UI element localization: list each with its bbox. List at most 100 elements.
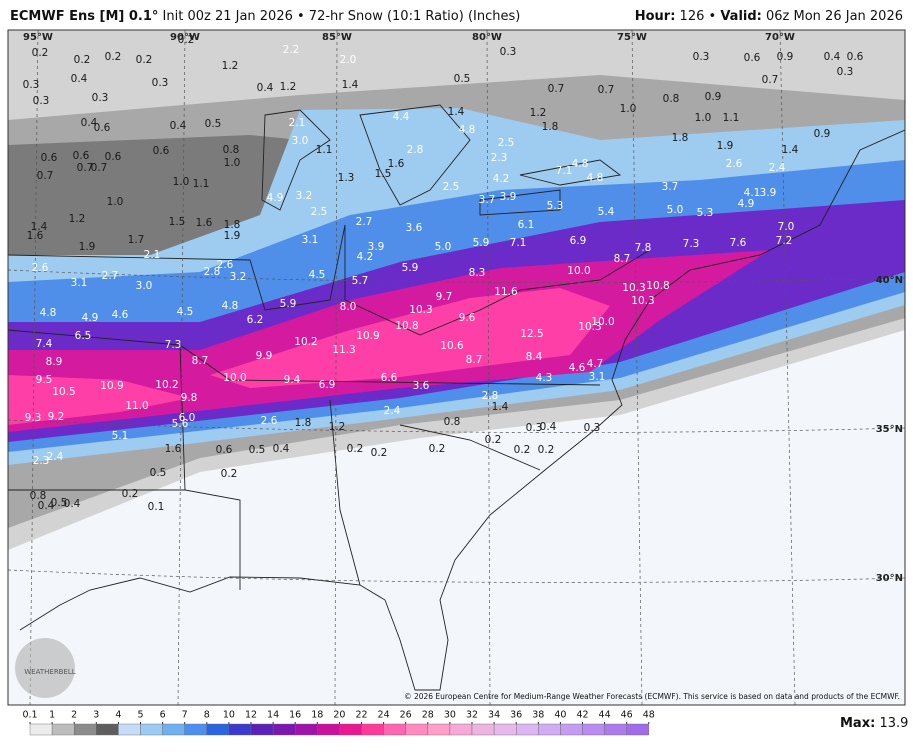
legend-swatch [162,723,185,736]
legend-tick-label: 30 [444,710,456,721]
legend-tick-label: 18 [311,710,323,721]
point-label: 0.6 [847,51,864,63]
legend-tick-label: 8 [204,710,210,721]
point-label: 1.3 [338,172,355,184]
point-label: 0.2 [122,488,139,500]
latitude-label: 30°N [876,573,903,584]
valid-label: Valid: [720,9,762,24]
point-label: 7.6 [730,237,747,249]
legend-swatch [383,723,406,736]
point-label: 8.0 [340,301,357,313]
point-label: 4.8 [459,124,476,136]
point-label: 7.8 [635,242,652,254]
point-label: 1.1 [316,144,333,156]
legend-swatch [361,723,384,736]
point-label: 3.6 [406,222,423,234]
legend-tick-label: 24 [378,710,390,721]
point-label: 5.0 [667,204,684,216]
latitude-label: 40°N [876,275,903,286]
point-label: 3.2 [296,190,313,202]
point-label: 0.3 [837,66,854,78]
point-label: 10.2 [294,336,317,348]
point-label: 1.2 [530,107,547,119]
shade [8,375,190,425]
hour: 126 [680,9,705,24]
point-label: 0.7 [762,74,779,86]
point-label: 4.8 [572,158,589,170]
legend-tick-label: 22 [355,710,367,721]
point-label: 1.8 [224,219,241,231]
hour-label: Hour: [635,9,676,24]
point-label: 4.7 [587,358,604,370]
legend-tick-label: 28 [422,710,434,721]
point-label: 0.4 [273,443,290,455]
point-label: 0.6 [73,150,90,162]
legend-swatch [405,723,429,736]
legend-swatch [449,723,473,736]
point-label: 0.2 [178,34,195,46]
point-label: 0.6 [216,444,233,456]
point-label: 6.0 [179,412,196,424]
point-label: 0.7 [598,84,615,96]
point-label: 1.8 [542,121,559,133]
point-label: 0.7 [91,162,108,174]
legend-tick-label: 32 [466,710,478,721]
legend-tick-label: 3 [93,710,99,721]
point-label: 10.8 [646,280,669,292]
legend-tick-label: 26 [400,710,412,721]
point-label: 0.8 [223,144,240,156]
point-label: 9.5 [36,374,53,386]
legend-tick-label: 46 [621,710,633,721]
latitude-label: 35°N [876,424,903,435]
point-label: 2.7 [356,216,373,228]
point-label: 4.6 [112,309,129,321]
legend-tick-label: 6 [160,710,166,721]
point-label: 1.0 [695,112,712,124]
point-label: 3.1 [302,234,319,246]
point-label: 4.8 [40,307,57,319]
point-label: 9.4 [284,374,301,386]
point-label: 3.7 [479,194,496,206]
point-label: 0.2 [32,47,49,59]
legend: 0.1 1 2 3 4 5 6 7 8 10 12 14 16 18 20 22 24 26 28 30 32 34 36 3… [22,710,655,736]
point-label: 4.3 [536,372,553,384]
point-label: 0.3 [33,95,50,107]
longitude-label: 70°W [765,32,795,43]
point-label: 10.0 [223,372,246,384]
point-label: 2.1 [144,249,161,261]
point-label: 1.0 [620,103,637,115]
point-label: 9.8 [181,392,198,404]
legend-tick-label: 36 [510,710,522,721]
point-label: 1.8 [672,132,689,144]
point-label: 11.0 [125,400,148,412]
legend-swatch [626,723,650,736]
longitude-label: 85°W [322,32,352,43]
longitude-label: 90°W [170,32,200,43]
legend-swatch [140,723,163,736]
point-label: 9.6 [459,312,476,324]
great-lakes [261,104,622,216]
point-label: 12.5 [520,328,543,340]
point-label: 0.4 [257,82,274,94]
point-label: 2.4 [769,162,786,174]
max-label: Max: [840,716,875,731]
point-label: 9.3 [25,412,42,424]
point-label: 10.3 [578,321,601,333]
point-label: 5.1 [112,430,129,442]
point-label: 1.5 [169,216,186,228]
point-label: 4.4 [393,111,410,123]
legend-swatch [118,723,141,736]
point-label: 0.2 [74,54,91,66]
point-label: 8.3 [469,267,486,279]
point-label: 1.5 [375,168,392,180]
point-label: 1.0 [224,157,241,169]
point-label: 6.5 [75,330,92,342]
point-label: 0.4 [170,120,187,132]
point-label: 2.7 [102,270,119,282]
point-label: 2.4 [384,405,401,417]
point-labels: 0.20.2 0.2 0.20.22.22.00.3 0.3 0.6 0.9 0.4 0.60… [23,34,864,513]
point-label: 4.8 [587,172,604,184]
point-label: 0.2 [485,434,502,446]
valid-info: Hour: 126 • Valid: 06z Mon 26 Jan 2026 [635,9,903,24]
point-label: 0.2 [538,444,555,456]
